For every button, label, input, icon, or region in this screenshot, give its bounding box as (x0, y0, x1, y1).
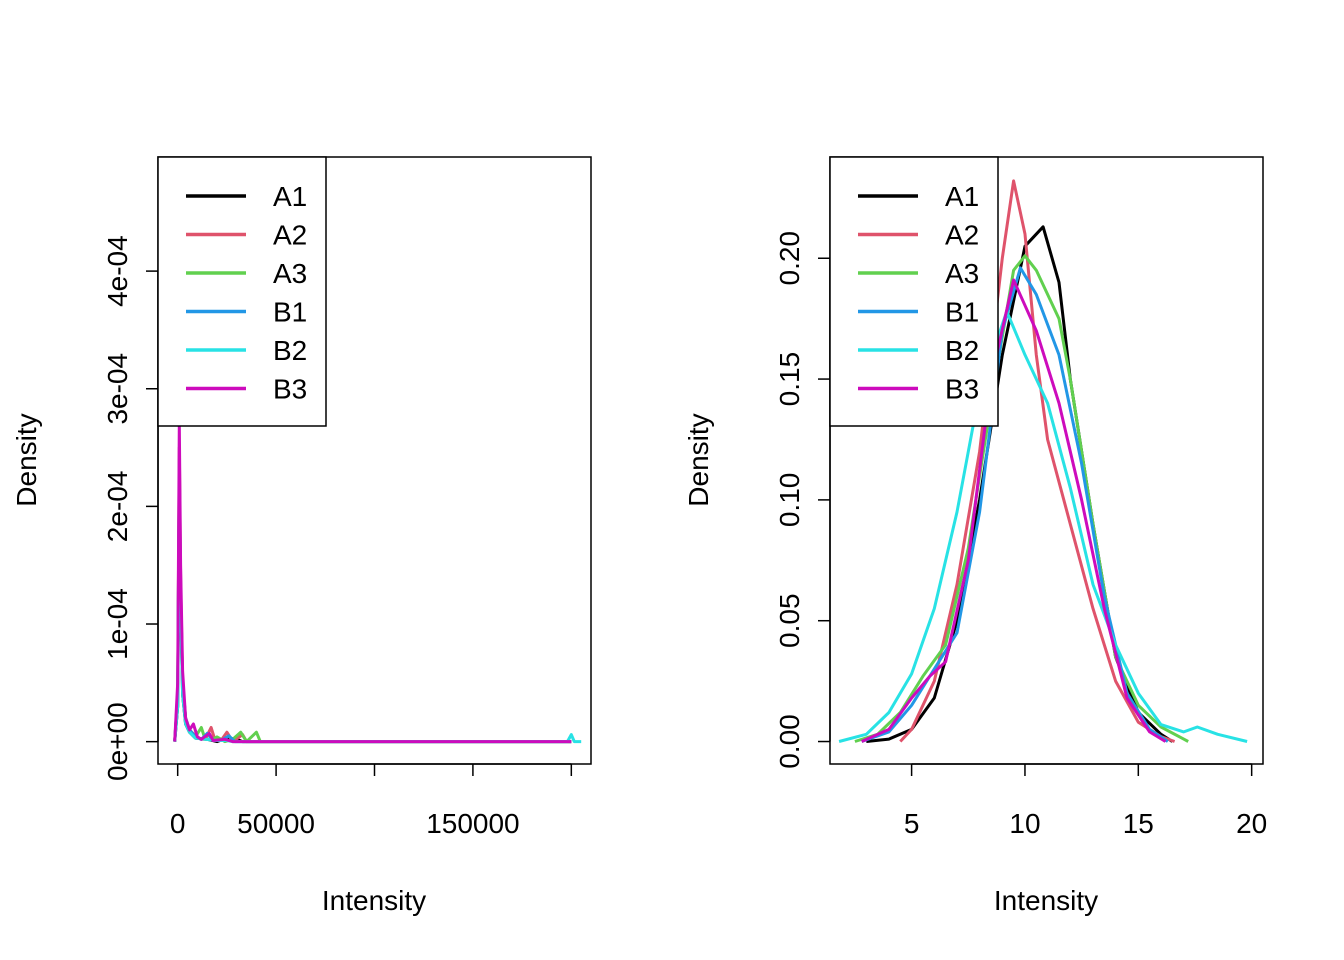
left-plot-axes: 0 50000 150000 0e+00 1e-04 2e-04 3e-04 4e-04 (102, 235, 573, 839)
right-y-tick-label: 0.05 (774, 593, 805, 648)
right-plot-legend: A1 A2 A3 B1 B2 B3 (829, 156, 999, 427)
right-legend-box (829, 156, 999, 427)
right-series-line-a2 (899, 179, 1176, 743)
right-y-tick-label: 0.20 (774, 231, 805, 286)
right-x-tick-label: 10 (1009, 808, 1040, 839)
left-y-axis-label: Density (11, 413, 42, 506)
left-y-tick-label: 0e+00 (102, 702, 133, 781)
right-legend-label-b2: B2 (945, 335, 979, 366)
right-plot-lines (838, 179, 1248, 743)
left-y-tick-label: 1e-04 (102, 588, 133, 660)
right-series-line-a3 (854, 254, 1189, 743)
right-legend-label-a3: A3 (945, 258, 979, 289)
left-x-axis-label: Intensity (322, 885, 426, 916)
right-legend-label-b1: B1 (945, 297, 979, 328)
left-legend-label-a2: A2 (273, 220, 307, 251)
left-legend-label-a1: A1 (273, 181, 307, 212)
right-density-plot: 5 10 15 20 0.00 0.05 0.10 0.15 0.20 Intensity De… (683, 156, 1267, 916)
left-x-tick-label: 0 (170, 808, 186, 839)
right-x-axis-label: Intensity (994, 885, 1098, 916)
left-x-tick-label: 150000 (426, 808, 519, 839)
left-x-tick-label: 50000 (237, 808, 315, 839)
right-legend-label-a1: A1 (945, 181, 979, 212)
left-series-line-a1 (173, 481, 572, 744)
left-plot-lines (173, 422, 582, 744)
right-y-tick-label: 0.10 (774, 473, 805, 528)
right-series-line-b3 (861, 278, 1167, 743)
right-legend-label-a2: A2 (945, 220, 979, 251)
left-y-tick-label: 4e-04 (102, 235, 133, 307)
right-x-tick-label: 15 (1123, 808, 1154, 839)
left-legend-box (157, 156, 327, 427)
right-series-line-b1 (861, 266, 1169, 743)
left-series-line-b1 (173, 469, 572, 744)
right-y-tick-label: 0.00 (774, 714, 805, 769)
left-series-line-b2 (173, 493, 582, 744)
left-series-line-b3 (173, 422, 572, 744)
right-x-tick-label: 20 (1236, 808, 1267, 839)
left-density-plot: 0 50000 150000 0e+00 1e-04 2e-04 3e-04 4e-04 In… (11, 156, 592, 916)
left-series-line-a3 (173, 457, 572, 744)
left-legend-label-b3: B3 (273, 374, 307, 405)
left-y-tick-label: 3e-04 (102, 353, 133, 425)
left-legend-label-b1: B1 (273, 297, 307, 328)
right-x-tick-label: 5 (904, 808, 920, 839)
right-y-axis-label: Density (683, 413, 714, 506)
left-series-line-a2 (173, 446, 572, 744)
left-plot-legend: A1 A2 A3 B1 B2 B3 (157, 156, 327, 427)
left-y-tick-label: 2e-04 (102, 471, 133, 543)
right-y-tick-label: 0.15 (774, 352, 805, 407)
left-legend-label-a3: A3 (273, 258, 307, 289)
left-legend-label-b2: B2 (273, 335, 307, 366)
right-series-line-a1 (866, 225, 1174, 743)
right-series-line-b2 (838, 309, 1248, 743)
right-legend-label-b3: B3 (945, 374, 979, 405)
